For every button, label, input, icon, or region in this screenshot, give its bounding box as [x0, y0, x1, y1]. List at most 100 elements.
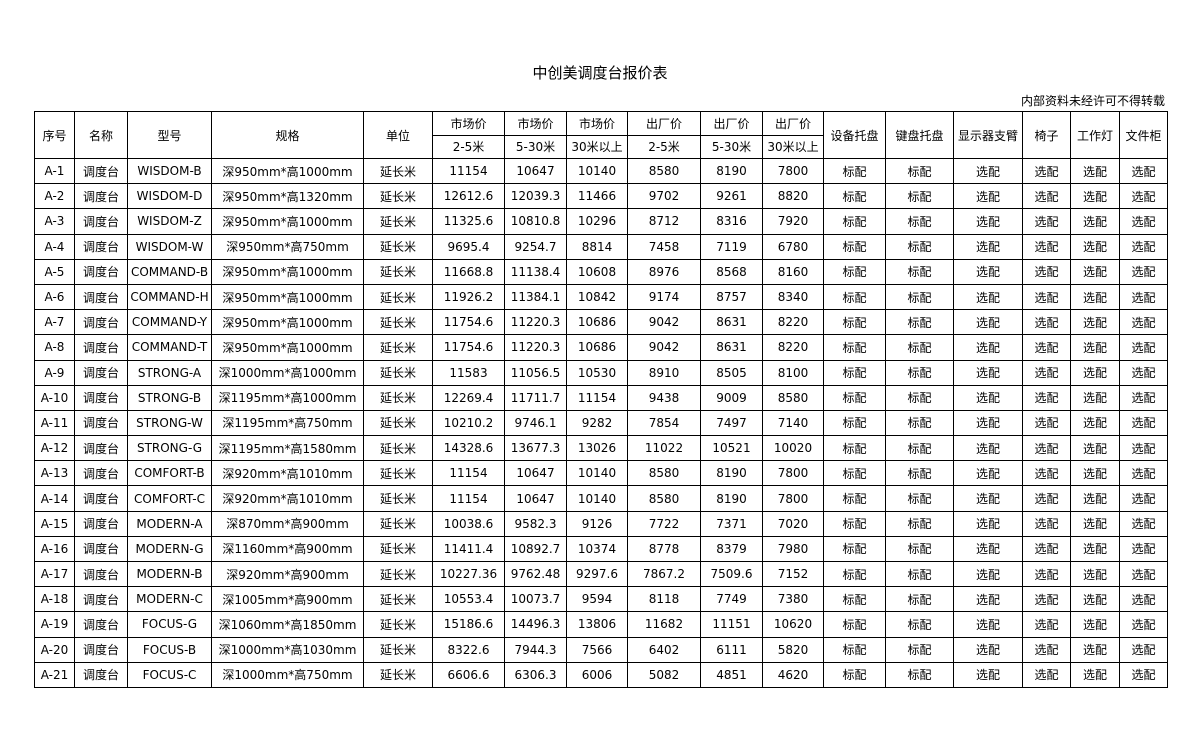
table-cell: 延长米 [363, 510, 433, 537]
table-cell: 延长米 [363, 409, 433, 437]
table-cell: COMFORT-C [127, 485, 212, 512]
table-cell: 9594 [566, 586, 628, 613]
table-cell: 选配 [1070, 611, 1120, 638]
table-cell: 标配 [885, 510, 954, 537]
table-cell: 选配 [1070, 359, 1120, 386]
header-sub: 2-5米 [627, 134, 701, 159]
table-cell: 标配 [885, 334, 954, 361]
table-cell: 调度台 [74, 334, 128, 361]
table-cell: 7380 [762, 586, 824, 613]
table-cell: 9009 [700, 384, 763, 411]
table-cell: 7980 [762, 535, 824, 563]
table-cell: 8580 [762, 384, 824, 411]
table-cell: 标配 [885, 359, 954, 386]
table-cell: 选配 [953, 208, 1023, 235]
table-cell: 选配 [1119, 611, 1168, 638]
table-cell: 深920mm*高1010mm [211, 460, 364, 487]
table-cell: COMMAND-Y [127, 309, 212, 336]
table-cell: A-7 [34, 309, 75, 336]
table-cell: 10210.2 [432, 409, 505, 437]
table-cell: 深1160mm*高900mm [211, 535, 364, 563]
table-cell: 延长米 [363, 334, 433, 361]
table-cell: 延长米 [363, 535, 433, 563]
table-cell: 11325.6 [432, 208, 505, 235]
table-cell: 调度台 [74, 636, 128, 663]
table-cell: 选配 [1022, 334, 1071, 361]
table-cell: 15186.6 [432, 611, 505, 638]
table-cell: 7854 [627, 409, 701, 437]
table-cell: 8814 [566, 233, 628, 260]
table-cell: 14496.3 [504, 611, 567, 638]
table-cell: 选配 [1119, 510, 1168, 537]
table-cell: 8631 [700, 309, 763, 336]
table-cell: 标配 [885, 283, 954, 311]
header-sub: 5-30米 [700, 134, 763, 159]
table-cell: 11754.6 [432, 334, 505, 361]
table-cell: A-10 [34, 384, 75, 411]
table-cell: 11220.3 [504, 334, 567, 361]
table-cell: 6402 [627, 636, 701, 663]
table-cell: 11583 [432, 359, 505, 386]
table-cell: 延长米 [363, 384, 433, 411]
table-cell: A-2 [34, 183, 75, 210]
table-cell: 选配 [1022, 283, 1071, 311]
table-cell: 选配 [1070, 208, 1120, 235]
table-cell: 9261 [700, 183, 763, 210]
table-cell: 选配 [953, 460, 1023, 487]
table-cell: A-15 [34, 510, 75, 537]
table-cell: 10140 [566, 460, 628, 487]
table-cell: 选配 [1070, 510, 1120, 537]
table-cell: 标配 [823, 636, 886, 663]
header-cell: 文件柜 [1119, 111, 1168, 159]
table-cell: 选配 [1022, 560, 1071, 588]
table-cell: COMMAND-H [127, 283, 212, 311]
table-cell: 14328.6 [432, 435, 505, 462]
table-cell: 9126 [566, 510, 628, 537]
table-cell: 9438 [627, 384, 701, 411]
table-cell: A-6 [34, 283, 75, 311]
table-cell: 调度台 [74, 258, 128, 285]
header-group: 市场价 [566, 111, 628, 136]
table-cell: 8580 [627, 157, 701, 185]
table-cell: 8910 [627, 359, 701, 386]
table-cell: 8631 [700, 334, 763, 361]
table-cell: 标配 [823, 409, 886, 437]
table-cell: 7371 [700, 510, 763, 537]
header-cell: 显示器支臂 [953, 111, 1023, 159]
table-cell: 标配 [885, 636, 954, 663]
table-cell: 8568 [700, 258, 763, 285]
table-cell: 标配 [885, 535, 954, 563]
table-cell: 深1000mm*高750mm [211, 661, 364, 688]
table-cell: 选配 [1070, 283, 1120, 311]
table-cell: 选配 [953, 157, 1023, 185]
table-cell: 选配 [1119, 384, 1168, 411]
table-cell: A-19 [34, 611, 75, 638]
header-cell: 椅子 [1022, 111, 1071, 159]
table-cell: 11154 [432, 485, 505, 512]
table-cell: 选配 [1119, 233, 1168, 260]
table-cell: 延长米 [363, 586, 433, 613]
table-cell: 9297.6 [566, 560, 628, 588]
table-cell: WISDOM-D [127, 183, 212, 210]
table-cell: 10038.6 [432, 510, 505, 537]
table-cell: 选配 [953, 409, 1023, 437]
table-cell: 标配 [823, 586, 886, 613]
table-cell: 选配 [1022, 661, 1071, 688]
header-cell: 规格 [211, 111, 364, 159]
table-cell: A-1 [34, 157, 75, 185]
table-cell: 10073.7 [504, 586, 567, 613]
table-cell: 10620 [762, 611, 824, 638]
table-cell: 5082 [627, 661, 701, 688]
table-cell: 11151 [700, 611, 763, 638]
header-group: 出厂价 [762, 111, 824, 136]
table-cell: 深950mm*高1000mm [211, 258, 364, 285]
table-cell: 选配 [1070, 157, 1120, 185]
price-table: 序号 名称 型号 规格 单位 市场价 市场价 市场价 出厂价 出厂价 出厂价 设备托盘 键盘托盘 显示器支… [34, 111, 1168, 688]
table-cell: 深1060mm*高1850mm [211, 611, 364, 638]
table-cell: 7152 [762, 560, 824, 588]
table-cell: COMMAND-B [127, 258, 212, 285]
table-cell: 调度台 [74, 183, 128, 210]
table-cell: 9695.4 [432, 233, 505, 260]
table-cell: 标配 [885, 258, 954, 285]
